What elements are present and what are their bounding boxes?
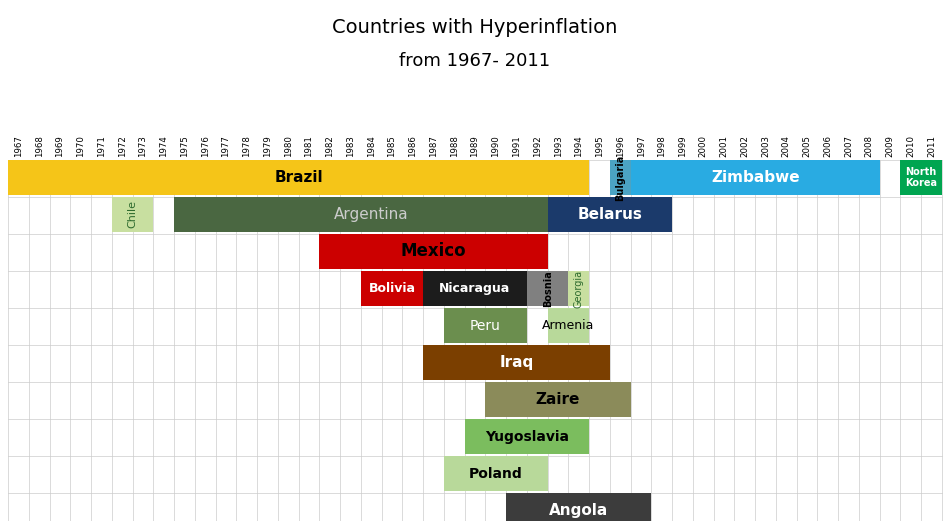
Text: 2009: 2009 bbox=[885, 135, 895, 157]
Text: 1972: 1972 bbox=[118, 135, 126, 157]
Text: 1997: 1997 bbox=[636, 135, 646, 157]
Text: 1992: 1992 bbox=[533, 135, 542, 157]
Text: 2005: 2005 bbox=[803, 135, 811, 157]
Text: 1967: 1967 bbox=[14, 135, 23, 157]
Text: Nicaragua: Nicaragua bbox=[439, 282, 511, 295]
Text: 1976: 1976 bbox=[200, 135, 210, 157]
Text: 1985: 1985 bbox=[388, 135, 396, 157]
Text: 1968: 1968 bbox=[34, 135, 44, 157]
Text: 1970: 1970 bbox=[76, 135, 86, 157]
Text: 1984: 1984 bbox=[367, 135, 375, 157]
Text: 1969: 1969 bbox=[55, 135, 65, 157]
Text: 2006: 2006 bbox=[824, 135, 832, 157]
Text: 1991: 1991 bbox=[512, 135, 521, 157]
Text: 1986: 1986 bbox=[408, 135, 417, 157]
Text: 1989: 1989 bbox=[470, 135, 480, 157]
Text: 1999: 1999 bbox=[678, 135, 687, 157]
Text: 1980: 1980 bbox=[284, 135, 293, 157]
Text: 1994: 1994 bbox=[575, 135, 583, 157]
Text: Argentina: Argentina bbox=[333, 207, 408, 222]
Text: 1983: 1983 bbox=[346, 135, 355, 157]
Text: 1975: 1975 bbox=[180, 135, 189, 157]
Text: Countries with Hyperinflation: Countries with Hyperinflation bbox=[332, 18, 618, 37]
Text: North
Korea: North Korea bbox=[905, 167, 938, 188]
Text: Peru: Peru bbox=[470, 318, 501, 332]
Text: Poland: Poland bbox=[469, 466, 522, 480]
Text: Mexico: Mexico bbox=[401, 242, 466, 260]
Text: 1996: 1996 bbox=[616, 135, 625, 157]
Text: Zaire: Zaire bbox=[536, 392, 580, 407]
Text: Bosnia: Bosnia bbox=[542, 270, 553, 307]
Text: 1990: 1990 bbox=[491, 135, 501, 157]
Text: 1993: 1993 bbox=[554, 135, 562, 157]
Text: 1998: 1998 bbox=[657, 135, 666, 157]
Text: Brazil: Brazil bbox=[275, 170, 323, 185]
Text: 1971: 1971 bbox=[97, 135, 105, 157]
Text: 2001: 2001 bbox=[719, 135, 729, 157]
Text: 2011: 2011 bbox=[927, 135, 936, 157]
Text: 2004: 2004 bbox=[782, 135, 790, 157]
Text: 1988: 1988 bbox=[449, 135, 459, 157]
Text: 1974: 1974 bbox=[160, 135, 168, 157]
Text: 1982: 1982 bbox=[325, 135, 334, 157]
Text: 2003: 2003 bbox=[761, 135, 770, 157]
Text: 1995: 1995 bbox=[595, 135, 604, 157]
Text: Zimbabwe: Zimbabwe bbox=[711, 170, 800, 185]
Text: 2000: 2000 bbox=[699, 135, 708, 157]
Text: Bulgaria: Bulgaria bbox=[616, 154, 625, 201]
Text: 1979: 1979 bbox=[263, 135, 272, 157]
Text: Iraq: Iraq bbox=[500, 355, 534, 370]
Text: 2007: 2007 bbox=[845, 135, 853, 157]
Text: Angola: Angola bbox=[549, 503, 608, 518]
Text: 2010: 2010 bbox=[906, 135, 916, 157]
Text: Bolivia: Bolivia bbox=[369, 282, 415, 295]
Text: Yugoslavia: Yugoslavia bbox=[484, 429, 569, 443]
Text: 2002: 2002 bbox=[740, 135, 750, 157]
Text: Armenia: Armenia bbox=[542, 319, 595, 332]
Text: 1978: 1978 bbox=[242, 135, 251, 157]
Text: 1981: 1981 bbox=[304, 135, 314, 157]
Text: 1973: 1973 bbox=[139, 135, 147, 157]
Text: 2008: 2008 bbox=[864, 135, 874, 157]
Text: Chile: Chile bbox=[127, 201, 138, 229]
Text: 1987: 1987 bbox=[429, 135, 438, 157]
Text: Georgia: Georgia bbox=[574, 269, 584, 307]
Text: Belarus: Belarus bbox=[578, 207, 642, 222]
Text: from 1967- 2011: from 1967- 2011 bbox=[399, 52, 551, 70]
Text: 1977: 1977 bbox=[221, 135, 231, 157]
